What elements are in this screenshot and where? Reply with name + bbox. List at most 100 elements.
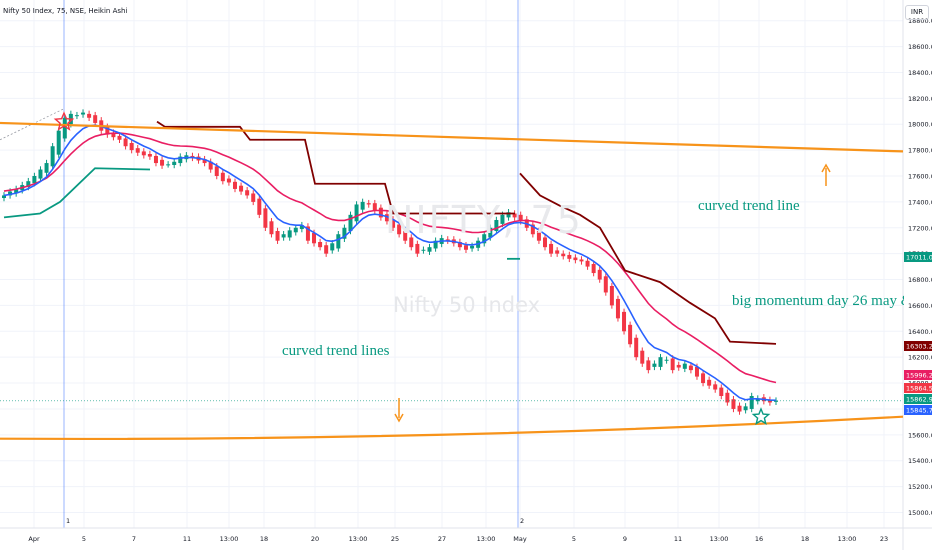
candle-body (293, 227, 298, 233)
candle-body (214, 166, 219, 176)
x-tick-label: 13:00 (349, 535, 368, 543)
candle-body (391, 219, 396, 228)
candle-body (44, 163, 49, 173)
chart-header-title: Nifty 50 Index, 75, NSE, Heikin Ashi (3, 7, 128, 15)
candle-body (232, 181, 237, 189)
star-marker-low (751, 407, 771, 425)
x-tick-label: 25 (391, 535, 399, 543)
candle-body (160, 159, 165, 166)
upper-trendline (0, 121, 904, 153)
candle-body (670, 358, 675, 371)
candle-body (342, 227, 347, 239)
arrow-down-icon (394, 398, 404, 423)
candle-body (597, 269, 602, 280)
candle-body (287, 230, 292, 238)
candle-body (384, 214, 389, 222)
candle-body (330, 243, 335, 251)
y-tick-label: 17800.00 (908, 147, 932, 155)
candle-body (208, 161, 213, 170)
price-label: 16303.20 (906, 343, 932, 351)
candle-body (585, 260, 590, 267)
price-label-bg (904, 252, 932, 262)
y-tick-label: 15400.00 (908, 457, 932, 465)
x-tick-label: 11 (183, 535, 191, 543)
x-tick-label: 20 (311, 535, 319, 543)
candle-body (372, 203, 377, 211)
candle-body (239, 185, 244, 192)
candle-body (360, 201, 365, 210)
candle-body (74, 115, 79, 117)
annotation-curved-trend-lines[interactable]: curved trend lines (282, 343, 390, 359)
candle-body (707, 379, 712, 386)
candle-body (494, 220, 499, 231)
candle-body (251, 193, 256, 202)
candle-body (81, 112, 86, 115)
candle-body (263, 208, 268, 228)
candle-body (178, 156, 183, 164)
candle-body (457, 242, 462, 248)
candle-body (567, 254, 572, 259)
y-tick-label: 18400.00 (908, 69, 932, 77)
candle-body (153, 155, 158, 164)
candle-body (87, 113, 92, 118)
candle-body (397, 224, 402, 235)
candle-body (664, 359, 669, 361)
candle-body (640, 350, 645, 364)
candle-body (318, 242, 323, 248)
candle-body (482, 234, 487, 244)
x-tick-label: 13:00 (220, 535, 239, 543)
candle-body (774, 400, 778, 402)
x-tick-label: 18 (801, 535, 809, 543)
candle-body (312, 232, 317, 244)
candle-body (506, 212, 511, 218)
candle-body (628, 324, 633, 345)
candle-body (421, 249, 426, 251)
x-tick-label: 13:00 (477, 535, 496, 543)
candle-body (682, 363, 687, 369)
y-tick-label: 16200.00 (908, 354, 932, 362)
candle-body (549, 243, 554, 254)
candle-body (676, 364, 681, 368)
watermark-symbol: NIFTY, 75 (385, 198, 583, 242)
candle-body (38, 169, 43, 179)
candle-body (26, 181, 31, 187)
y-tick-label: 15000.00 (908, 509, 932, 517)
y-tick-label: 17400.00 (908, 198, 932, 206)
candle-body (415, 243, 420, 254)
price-label: 15845.75 (906, 407, 932, 415)
candle-body (117, 135, 122, 140)
candle-body (348, 214, 353, 231)
candle-body (634, 337, 639, 358)
candle-body (615, 298, 620, 319)
candle-body (694, 366, 699, 377)
x-tick-label: 13:00 (710, 535, 729, 543)
candle-body (409, 237, 414, 248)
price-label: 15996.20 (906, 372, 932, 380)
candle-body (50, 146, 55, 167)
candle-body (123, 138, 128, 147)
annotation-curved-trend-line[interactable]: curved trend line (698, 198, 800, 214)
x-tick-label: 13:00 (838, 535, 857, 543)
x-tick-label: May (513, 535, 527, 543)
candle-body (743, 406, 748, 411)
candle-body (536, 231, 541, 241)
x-tick-label: 5 (82, 535, 86, 543)
currency-button[interactable]: INR (905, 5, 929, 20)
candle-body (591, 264, 596, 274)
supertrend-up-line (3, 167, 151, 219)
price-label-bg (904, 370, 932, 380)
x-tick-label: 7 (132, 535, 136, 543)
candle-body (378, 207, 383, 218)
candle-body (354, 204, 359, 222)
annotation-momentum-note[interactable]: big momentum day 26 may & changi (732, 293, 904, 309)
candle-body (688, 365, 693, 371)
ema-slow-line (3, 132, 777, 384)
candle-body (749, 396, 754, 409)
candle-body (518, 214, 523, 222)
candle-body (658, 357, 663, 367)
candle-body (141, 151, 146, 156)
ema-fast-line (3, 124, 777, 402)
candle-body (463, 245, 468, 250)
candle-body (737, 405, 742, 412)
